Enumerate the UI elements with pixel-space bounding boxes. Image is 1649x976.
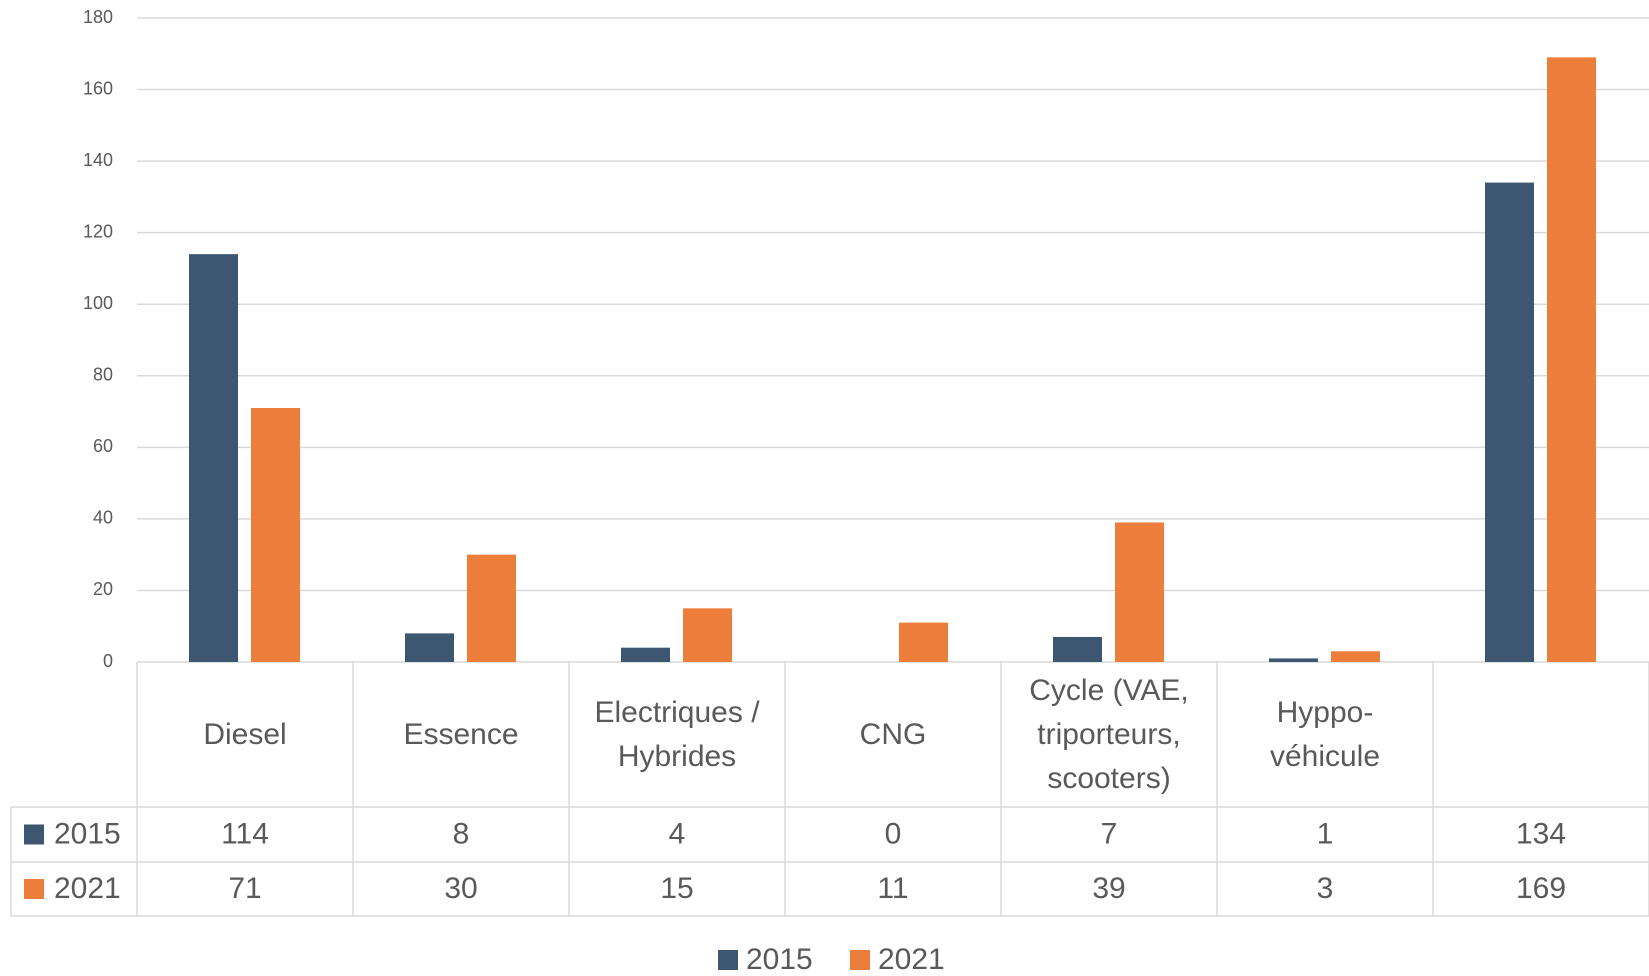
y-tick-label: 60	[93, 436, 113, 456]
y-tick-label: 100	[83, 293, 113, 313]
legend-key	[24, 879, 44, 899]
legend-key	[24, 824, 44, 845]
x-tick-label: Diesel	[203, 717, 287, 751]
y-tick-label: 0	[103, 651, 113, 671]
y-tick-label: 140	[83, 150, 113, 170]
table-series-name: 2021	[54, 872, 121, 905]
bar	[899, 622, 948, 662]
bar	[1269, 658, 1318, 662]
x-tick-label: Hyppo-véhicule	[1269, 695, 1381, 773]
table-value: 71	[228, 872, 261, 905]
y-tick-label: 80	[93, 365, 113, 385]
x-tick-label: Essence	[403, 717, 519, 751]
table-value: 4	[669, 817, 686, 850]
bar	[1331, 651, 1380, 662]
y-tick-label: 120	[83, 221, 113, 241]
bar	[1115, 522, 1164, 662]
x-tick-label: CNG	[859, 717, 927, 751]
bar	[467, 554, 516, 662]
bar	[1053, 636, 1102, 662]
table-value: 15	[660, 872, 693, 905]
table-value: 8	[453, 817, 470, 850]
x-tick-label	[1446, 662, 1636, 807]
bar	[251, 407, 300, 662]
legend-label: 2021	[878, 943, 945, 976]
x-tick-label: Electriques / Hybrides	[594, 695, 760, 773]
bar	[1547, 57, 1596, 663]
x-tick-label: Cycle (VAE, triporteurs, scooters)	[1029, 673, 1189, 795]
y-tick-label: 20	[93, 579, 113, 599]
table-value: 39	[1092, 872, 1125, 905]
legend-key	[850, 950, 870, 970]
legend-key	[718, 950, 738, 970]
table-value: 169	[1516, 872, 1566, 905]
bar	[1485, 182, 1534, 663]
table-value: 30	[444, 872, 477, 905]
table-value: 114	[221, 817, 269, 850]
table-value: 0	[885, 817, 902, 850]
table-series-name: 2015	[54, 817, 121, 850]
table-value: 1	[1317, 817, 1334, 850]
y-tick-label: 160	[83, 78, 113, 98]
bar	[405, 633, 454, 662]
y-tick-label: 180	[83, 7, 113, 27]
table-value: 7	[1101, 817, 1118, 850]
table-value: 3	[1317, 872, 1334, 905]
legend-label: 2015	[746, 943, 813, 976]
table-value: 11	[877, 872, 908, 905]
bar	[683, 608, 732, 662]
bar	[621, 647, 670, 662]
bar	[189, 254, 238, 662]
table-value: 134	[1516, 817, 1566, 850]
y-tick-label: 40	[93, 508, 113, 528]
